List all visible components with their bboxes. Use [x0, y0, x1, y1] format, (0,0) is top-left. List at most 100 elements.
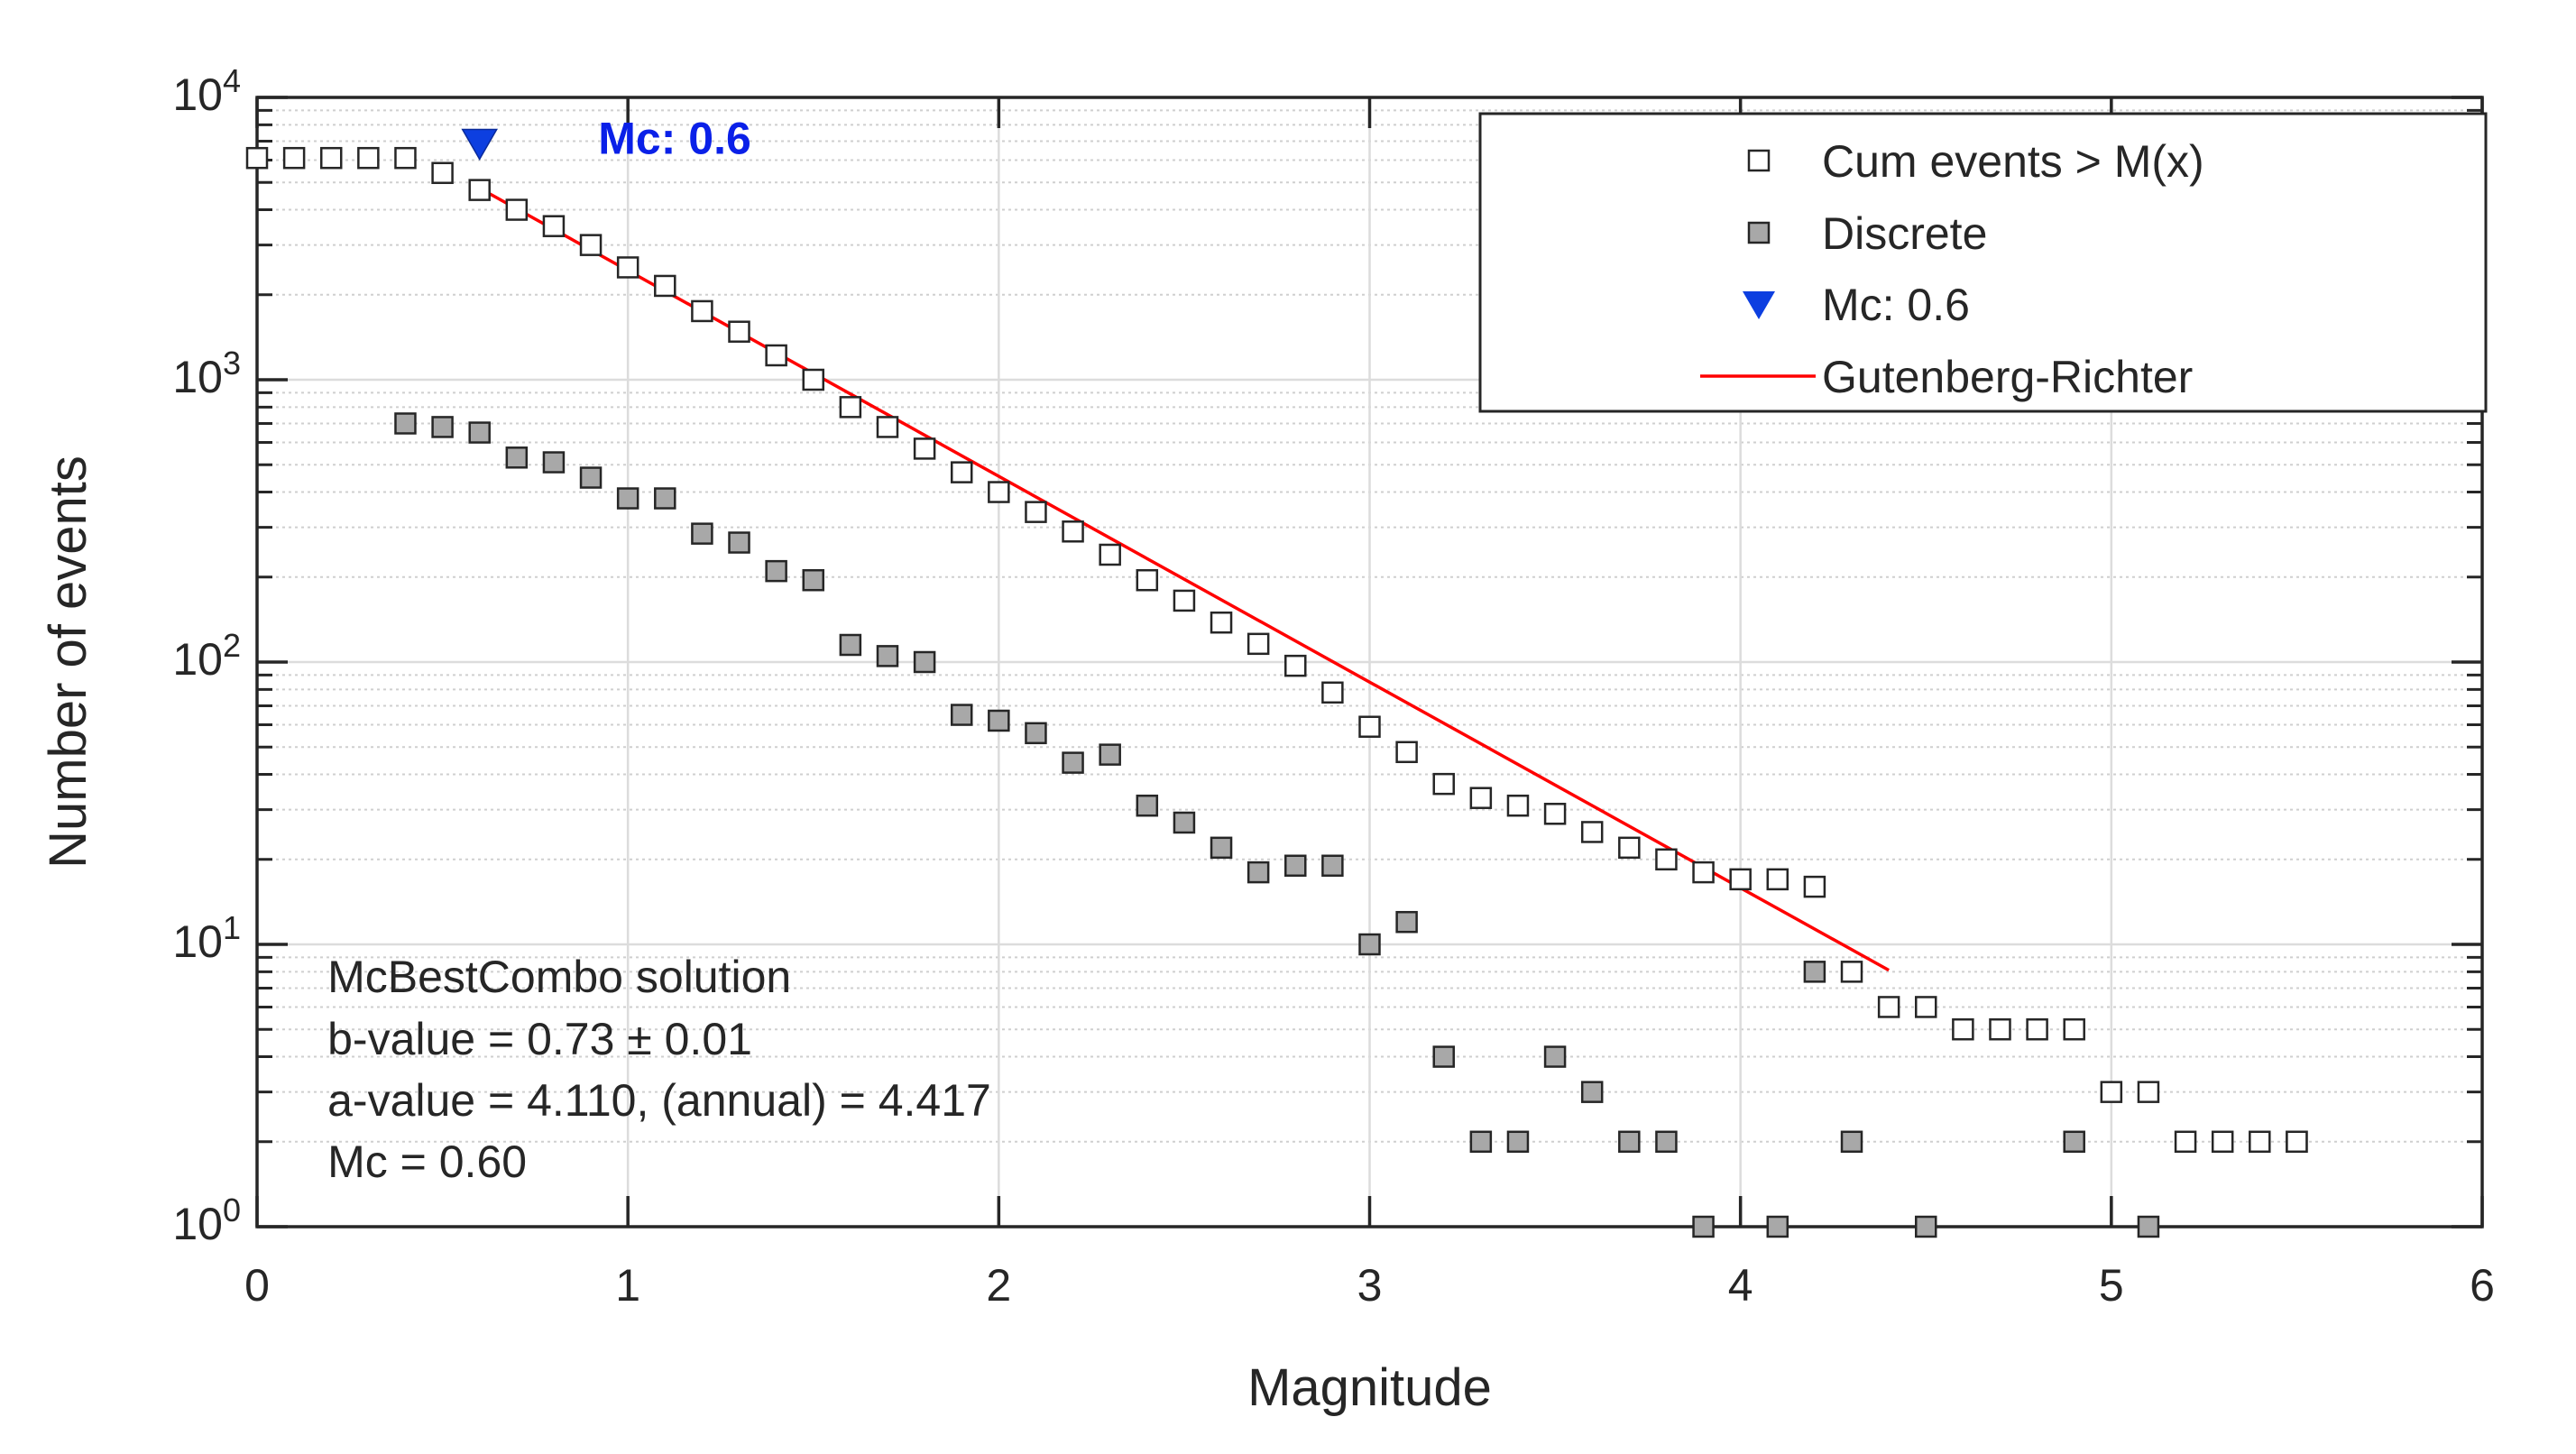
cumulative-point [1358, 715, 1381, 738]
discrete-point [1469, 1130, 1493, 1154]
discrete-point [1915, 1215, 1937, 1238]
cumulative-point [913, 437, 936, 460]
y-tick-label: 103 [172, 345, 241, 403]
legend-icon-discrete [1747, 221, 1771, 244]
cumulative-point [2249, 1130, 2271, 1154]
legend-box [1478, 112, 2488, 413]
cumulative-point [1618, 836, 1641, 860]
annotation-block: McBestCombo solution b-value = 0.73 ± 0.… [327, 952, 991, 1187]
discrete-point [765, 559, 787, 583]
discrete-point [691, 522, 713, 545]
legend-items [1700, 149, 1816, 378]
cumulative-point [691, 299, 713, 323]
discrete-point [394, 412, 417, 435]
legend: Cum events > M(x) Discrete Mc: 0.6 Guten… [1478, 112, 2488, 413]
cumulative-point [1692, 860, 1715, 884]
cumulative-point [728, 320, 750, 343]
discrete-point [2063, 1130, 2085, 1154]
discrete-point [1210, 836, 1233, 860]
legend-icon-mc [1743, 291, 1775, 319]
cumulative-point [1099, 543, 1121, 566]
cumulative-point [1247, 632, 1270, 656]
discrete-point [1062, 751, 1084, 774]
discrete-point [728, 531, 750, 554]
x-tick-label: 2 [986, 1260, 1011, 1311]
cumulative-point [1321, 681, 1344, 704]
discrete-point [1358, 933, 1381, 956]
legend-label-gutenberg-richter: Gutenberg-Richter [1822, 352, 2193, 402]
cumulative-point [802, 368, 824, 391]
cumulative-point [1173, 589, 1196, 612]
cumulative-point [579, 234, 603, 256]
cumulative-point [1729, 868, 1752, 891]
annotation-line-solution: McBestCombo solution [327, 952, 791, 1002]
discrete-point [913, 650, 936, 674]
x-tick-labels: 0 1 2 3 4 5 6 [244, 1260, 2495, 1311]
cumulative-point [765, 344, 787, 367]
discrete-point [1580, 1081, 1604, 1103]
discrete-point [839, 633, 862, 657]
cumulative-point [1655, 848, 1678, 871]
cumulative-point [1580, 821, 1604, 843]
discrete-point [1173, 811, 1196, 834]
x-axis-label: Magnitude [1247, 1358, 1492, 1417]
annotation-line-mc: Mc = 0.60 [327, 1137, 527, 1187]
cumulative-point [319, 146, 343, 170]
discrete-point [1506, 1130, 1530, 1154]
discrete-point [802, 568, 824, 592]
discrete-point [1099, 743, 1121, 766]
discrete-point [1655, 1130, 1678, 1154]
gutenberg-richter-line [478, 187, 1890, 972]
discrete-point [1247, 860, 1270, 884]
cumulative-point [988, 481, 1010, 503]
cumulative-point [1284, 654, 1307, 677]
legend-label-mc: Mc: 0.6 [1822, 280, 1970, 330]
cumulative-point [542, 215, 566, 237]
cumulative-point [616, 256, 639, 279]
cumulative-point [1952, 1017, 1974, 1041]
annotation-line-a-value: a-value = 4.110, (annual) = 4.417 [327, 1075, 991, 1126]
mc-label: Mc: 0.6 [598, 113, 751, 163]
cumulative-point [1062, 520, 1084, 543]
legend-icon-cumulative [1747, 149, 1771, 172]
cumulative-point [282, 146, 306, 170]
cumulative-point [1989, 1017, 2011, 1041]
cumulative-point [2286, 1130, 2308, 1154]
cumulative-point [2026, 1017, 2048, 1041]
x-tick-label: 1 [615, 1260, 640, 1311]
y-tick-label: 101 [172, 909, 241, 968]
series [245, 128, 2308, 1238]
discrete-point [654, 487, 676, 510]
cumulative-point [468, 179, 491, 201]
y-tick-label: 100 [172, 1192, 241, 1250]
cumulative-point [1877, 996, 1900, 1018]
cumulative-point [1543, 803, 1567, 825]
cumulative-point [2063, 1017, 2085, 1041]
cumulative-point [505, 198, 529, 221]
cumulative-point [1840, 961, 1863, 983]
y-tick-label: 104 [172, 62, 241, 121]
discrete-point [1395, 910, 1418, 934]
discrete-point [1766, 1215, 1789, 1238]
x-tick-label: 0 [244, 1260, 270, 1311]
cumulative-point [1506, 794, 1530, 817]
cumulative-point [394, 146, 417, 170]
discrete-point [1803, 961, 1826, 983]
cumulative-point [1469, 787, 1493, 809]
cumulative-point [2137, 1081, 2160, 1103]
cumulative-point [1395, 741, 1418, 764]
cumulative-point [654, 274, 676, 298]
discrete-point [876, 645, 899, 667]
cumulative-point [950, 461, 973, 483]
discrete-point [2137, 1215, 2160, 1238]
cumulative-point [2211, 1130, 2234, 1154]
discrete-point [616, 487, 639, 510]
discrete-point [1618, 1130, 1641, 1154]
discrete-point [988, 709, 1010, 732]
discrete-point [431, 416, 454, 438]
annotation-line-b-value: b-value = 0.73 ± 0.01 [327, 1014, 752, 1064]
discrete-point [1284, 854, 1307, 878]
cumulative-point [1915, 996, 1937, 1018]
cumulative-point [431, 161, 454, 185]
